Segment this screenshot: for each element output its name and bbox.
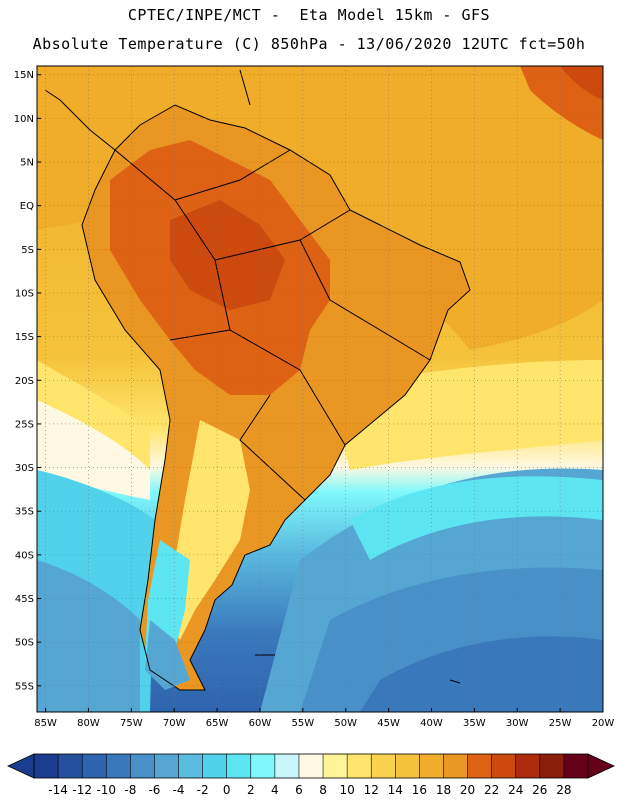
colorbar-label: 10: [339, 783, 354, 797]
colorbar-swatch: [154, 754, 180, 778]
lon-label: 20W: [592, 718, 615, 729]
colorbar-swatch: [106, 754, 131, 778]
lat-label: EQ: [20, 201, 34, 212]
lat-label: 25S: [15, 419, 34, 430]
lon-label: 25W: [549, 718, 572, 729]
colorbar-label: -14: [48, 783, 68, 797]
lat-label: 10N: [14, 114, 34, 125]
colorbar-label: -4: [173, 783, 185, 797]
colorbar-label: -10: [96, 783, 116, 797]
lat-label: 10S: [15, 288, 34, 299]
colorbar-swatch: [419, 754, 444, 778]
colorbar-label: 4: [271, 783, 279, 797]
temperature-map: 15N 10N 5N EQ 5S 10S 15S 20S 25S 30S 35S 40S 45S 50S 5…: [14, 65, 614, 729]
colorbar-swatch: [226, 754, 252, 778]
lat-label: 20S: [15, 376, 34, 387]
lon-label: 80W: [77, 718, 100, 729]
colorbar-label: -8: [124, 783, 136, 797]
colorbar-swatch: [274, 754, 300, 778]
lon-label: 60W: [249, 718, 272, 729]
colorbar-swatch: [250, 754, 276, 778]
lat-label: 55S: [15, 681, 34, 692]
colorbar-label: -6: [148, 783, 160, 797]
lon-label: 75W: [120, 718, 143, 729]
colorbar-label: 22: [484, 783, 499, 797]
map-frame: [36, 65, 604, 713]
lat-label: 30S: [15, 463, 34, 474]
lat-label: 35S: [15, 507, 34, 518]
colorbar-swatch: [347, 754, 372, 778]
lon-label: 65W: [206, 718, 229, 729]
colorbar-label: -2: [197, 783, 209, 797]
colorbar-swatch: [395, 754, 420, 778]
colorbar-swatch: [491, 754, 517, 778]
map-title-line2: Absolute Temperature (C) 850hPa - 13/06/…: [32, 35, 586, 53]
colorbar-label: 2: [247, 783, 255, 797]
colorbar-label: -12: [72, 783, 92, 797]
colorbar-swatch: [515, 754, 541, 778]
lon-label: 40W: [420, 718, 443, 729]
colorbar-swatch: [298, 754, 324, 778]
colorbar-swatch: [178, 754, 204, 778]
lon-label: 55W: [292, 718, 315, 729]
temperature-field: [37, 66, 603, 712]
colorbar-swatch: [82, 754, 107, 778]
lon-label: 45W: [377, 718, 400, 729]
colorbar-label: 0: [223, 783, 231, 797]
colorbar-label: 24: [508, 783, 523, 797]
colorbar-swatch: [539, 754, 565, 778]
lat-label: 15N: [14, 70, 34, 81]
colorbar-max-arrow: [587, 753, 615, 779]
colorbar-label: 20: [460, 783, 475, 797]
lat-label: 15S: [15, 332, 34, 343]
colorbar-frame: [33, 753, 589, 779]
lat-label: 45S: [15, 594, 34, 605]
colorbar-label: 16: [412, 783, 427, 797]
lat-label: 5S: [21, 245, 34, 256]
colorbar: -14 -12 -10 -8 -6 -4 -2 0 2 4 6 8 10 12 14 16 18 20 22 24 26…: [7, 753, 615, 797]
colorbar-label: 8: [319, 783, 327, 797]
lon-label: 85W: [34, 718, 57, 729]
coastline: [44, 69, 471, 691]
latitude-labels: 15N 10N 5N EQ 5S 10S 15S 20S 25S 30S 35S 40S 45S 50S 5…: [14, 70, 41, 692]
colorbar-swatch: [58, 754, 83, 778]
lon-label: 50W: [334, 718, 357, 729]
colorbar-swatch: [563, 754, 589, 778]
colorbar-swatch: [130, 754, 155, 778]
colorbar-label: 12: [364, 783, 379, 797]
map-title-line1: CPTEC/INPE/MCT - Eta Model 15km - GFS: [127, 6, 491, 24]
colorbar-label: 28: [556, 783, 571, 797]
colorbar-swatch: [202, 754, 228, 778]
colorbar-label: 6: [295, 783, 303, 797]
colorbar-swatch: [467, 754, 493, 778]
colorbar-min-arrow: [7, 753, 35, 779]
lon-label: 35W: [463, 718, 486, 729]
colorbar-label: 14: [388, 783, 403, 797]
longitude-labels: 85W 80W 75W 70W 65W 60W 55W 50W 45W 40W 35W 30W 25W 2…: [34, 708, 614, 729]
colorbar-swatch: [371, 754, 396, 778]
colorbar-swatch: [443, 754, 469, 778]
colorbar-label: 18: [436, 783, 451, 797]
lon-label: 70W: [163, 718, 186, 729]
lat-label: 40S: [15, 550, 34, 561]
lat-label: 5N: [20, 158, 34, 169]
colorbar-swatch: [323, 754, 348, 778]
lon-label: 30W: [506, 718, 529, 729]
colorbar-label: 26: [532, 783, 547, 797]
lat-label: 50S: [15, 638, 34, 649]
colorbar-swatch: [34, 754, 59, 778]
